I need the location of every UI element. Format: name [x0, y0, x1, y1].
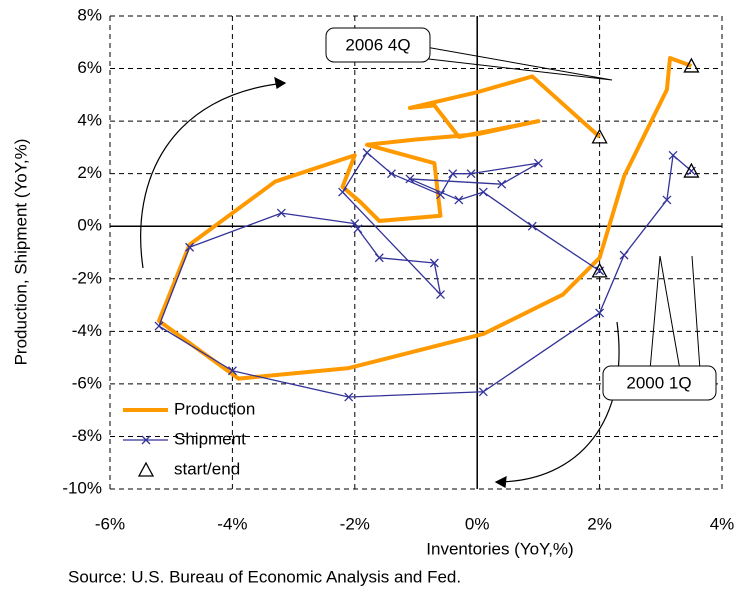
- point-marker: [276, 208, 286, 218]
- x-tick-label: -2%: [340, 514, 370, 533]
- arrow: [495, 321, 620, 483]
- point-marker: [683, 162, 700, 178]
- callout-box: [602, 365, 717, 401]
- y-axis-label: Production, Shipment (YoY,%): [11, 139, 30, 366]
- x-tick-label: -6%: [95, 514, 125, 533]
- arrow-head: [494, 475, 507, 488]
- point-marker: [350, 219, 360, 229]
- x-tick-label: -4%: [217, 514, 247, 533]
- point-marker: [527, 221, 537, 231]
- point-marker: [353, 224, 363, 234]
- y-tick-label: -8%: [72, 426, 102, 445]
- callout-text: 2000 1Q: [626, 373, 691, 392]
- callout: 2006 4Q: [325, 27, 613, 81]
- point-marker: [436, 190, 445, 200]
- point-marker: [154, 321, 164, 331]
- point-marker: [683, 57, 700, 73]
- legend-label: Production: [174, 399, 255, 418]
- x-tick-label: 2%: [587, 514, 612, 533]
- point-marker: [141, 435, 151, 445]
- series-line: [156, 56, 693, 381]
- callout-text: 2006 4Q: [345, 35, 410, 54]
- legend-label: Shipment: [174, 429, 246, 448]
- legend: Production Shipment start/end: [123, 399, 255, 478]
- point-marker: [478, 387, 488, 397]
- point-marker: [454, 195, 464, 205]
- point-marker: [362, 148, 372, 158]
- y-tick-label: 6%: [77, 58, 102, 77]
- y-tick-label: 2%: [77, 163, 102, 182]
- point-marker: [448, 169, 458, 179]
- y-tick-label: 4%: [77, 111, 102, 130]
- point-marker: [662, 195, 672, 205]
- plot-area: -10% -8% -6% -4% -2% 0% 2% 4% 6% 8% -6% -4% -2% 0% 2% 4…: [62, 5, 734, 533]
- point-marker: [227, 366, 237, 376]
- callout-box: [325, 27, 431, 63]
- source-note: Source: U.S. Bureau of Economic Analysis…: [68, 567, 461, 586]
- point-marker: [478, 187, 488, 197]
- y-tick-label: -2%: [72, 268, 102, 287]
- point-marker: [374, 253, 384, 263]
- point-marker: [338, 187, 348, 197]
- callout: 2000 1Q: [602, 255, 717, 401]
- point-marker: [591, 128, 608, 144]
- point-marker: [668, 150, 678, 160]
- series-line: [158, 151, 692, 398]
- y-tick-label: 8%: [77, 5, 102, 24]
- point-marker: [429, 258, 439, 268]
- legend-label: start/end: [174, 459, 240, 478]
- y-tick-label: -4%: [72, 321, 102, 340]
- point-marker: [185, 242, 195, 252]
- point-marker: [497, 179, 507, 189]
- point-marker: [344, 392, 354, 402]
- arrow: [140, 82, 286, 269]
- point-marker: [387, 169, 396, 179]
- leader-line: [649, 255, 701, 371]
- arrows: [140, 76, 620, 488]
- point-marker: [466, 169, 476, 179]
- point-marker: [436, 290, 445, 300]
- y-tick-label: -6%: [72, 373, 102, 392]
- x-tick-label: 0%: [465, 514, 490, 533]
- x-tick-label: 4%: [710, 514, 735, 533]
- point-marker: [591, 262, 608, 278]
- point-marker: [405, 174, 415, 184]
- point-marker: [619, 250, 629, 260]
- arrow-head: [274, 76, 287, 89]
- point-marker: [533, 158, 543, 168]
- point-marker: [595, 308, 605, 318]
- y-tick-label: -10%: [62, 478, 102, 497]
- x-axis-label: Inventories (YoY,%): [426, 539, 573, 558]
- y-tick-label: 0%: [77, 216, 102, 235]
- point-marker: [137, 461, 155, 477]
- leader-line: [419, 45, 613, 81]
